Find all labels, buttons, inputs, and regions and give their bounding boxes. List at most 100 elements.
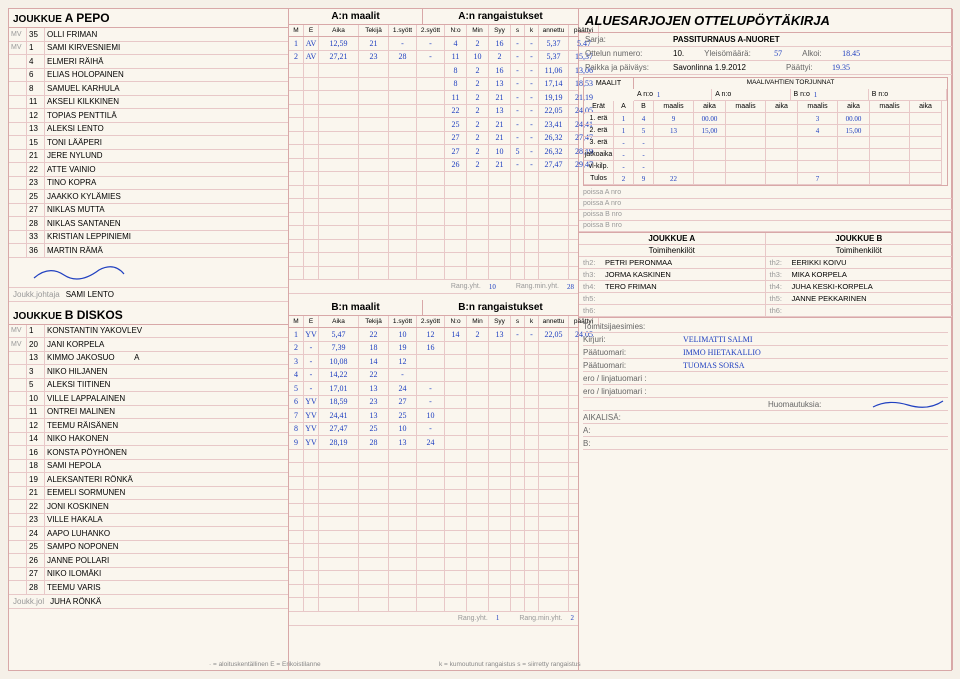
team-a-header: JOUKKUE A PEPO — [9, 9, 288, 28]
roster-b: MV1KONSTANTIN YAKOVLEVMV20JANI KORPELA13… — [9, 325, 288, 595]
scores-row: vl-kilp.-- — [584, 161, 947, 173]
coach-a-name: SAMI LENTO — [66, 290, 114, 299]
roster-row: MV1SAMI KIRVESNIEMI — [9, 42, 288, 56]
toimih-row: th4:JUHA KESKI-KORPELA — [766, 281, 953, 293]
official-row: Kirjuri:VELIMATTI SALMI — [583, 333, 948, 346]
goals-row: 3-10,081412 — [289, 355, 578, 369]
goals-subheader-b: MEAikaTekijä1.syött2.syöttN:oMinSyyskann… — [289, 316, 578, 328]
aikalisa-b-label: B: — [583, 439, 683, 448]
goals-row — [289, 186, 578, 200]
yleiso-label: Yleisömäärä: — [704, 49, 774, 58]
toimihenkilot: JOUKKUE A Toimihenkilöt th2:PETRI PERONM… — [579, 232, 952, 317]
aikalisa-label: AIKALISÄ: — [583, 413, 683, 422]
rang-min-a: 28 — [567, 283, 574, 291]
roster-row: MV20JANI KORPELA — [9, 338, 288, 352]
footnote-2: k = kumoutunut rangaistus s = siirretty … — [439, 661, 581, 668]
officials-rows: Kirjuri:VELIMATTI SALMIPäätuomari:IMMO H… — [583, 333, 948, 398]
roster-row: 27NIKO ILOMÄKI — [9, 568, 288, 582]
goals-row — [289, 558, 578, 572]
summary-b: Rang.yht. 1 Rang.min.yht. 2 — [289, 612, 578, 626]
goals-row: 22213--22,0524,05 — [289, 105, 578, 119]
roster-row: 5ALEKSI TIITINEN — [9, 379, 288, 393]
goals-row — [289, 598, 578, 612]
goals-row: 2-7,39181916 — [289, 342, 578, 356]
toimih-b-rows: th2:EERIKKI KOIVUth3:MIKA KORPELAth4:JUH… — [766, 257, 953, 317]
toimih-row: th6: — [579, 305, 765, 317]
toimits-row: Toimitsijaesimies: — [583, 320, 948, 333]
toimih-row: th2:PETRI PERONMAA — [579, 257, 765, 269]
roster-row: 28NIKLAS SANTANEN — [9, 217, 288, 231]
goals-row: 4-14,2222- — [289, 369, 578, 383]
penalties-a-title: A:n rangaistukset — [423, 9, 578, 25]
goals-row — [289, 585, 578, 599]
paattyi-value: 19.35 — [832, 63, 850, 72]
roster-row: 6ELIAS HOLOPAINEN — [9, 69, 288, 83]
roster-row: 19ALEKSANTERI RÖNKÄ — [9, 473, 288, 487]
roster-row: 16KONSTA PÖYHÖNEN — [9, 446, 288, 460]
toimih-b-title: JOUKKUE B — [766, 233, 953, 245]
rang-yht-b-label: Rang.yht. — [458, 615, 488, 622]
goals-row: 272105-26,3228,19 — [289, 145, 578, 159]
goals-row: 1AV12,5921--4216--5,375,47 — [289, 37, 578, 51]
goals-row — [289, 267, 578, 281]
goals-row: 2AV27,212328-11102--5,3715,37 — [289, 51, 578, 65]
roster-row: 15TONI LÄÄPERI — [9, 136, 288, 150]
sarja-row: Sarja: PASSITURNAUS A-NUORET — [579, 33, 952, 47]
roster-row: MV1KONSTANTIN YAKOVLEV — [9, 325, 288, 339]
team-b-label: JOUKKUE — [13, 311, 62, 322]
main-title: ALUESARJOJEN OTTELUPÖYTÄKIRJA — [579, 9, 952, 33]
aikalisa-a: A: — [583, 424, 948, 437]
goals-row — [289, 463, 578, 477]
penalties-b-title: B:n rangaistukset — [423, 300, 578, 316]
roster-row: 25JAAKKO KYLÄMIES — [9, 190, 288, 204]
goals-a-title: A:n maalit — [289, 9, 423, 25]
goals-a-rows: 1AV12,5921--4216--5,375,472AV27,212328-1… — [289, 37, 578, 280]
toimits-label: Toimitsijaesimies: — [583, 322, 683, 331]
goals-row: 7YV24,41132510 — [289, 409, 578, 423]
alkoi-value: 18.45 — [842, 49, 860, 58]
goals-row: 11221--19,1921,19 — [289, 91, 578, 105]
goals-row — [289, 226, 578, 240]
huom-label: Huomautuksia: — [768, 400, 868, 409]
roster-row: 3NIKO HILJANEN — [9, 365, 288, 379]
team-b-name: B DISKOS — [65, 308, 123, 322]
goals-row — [289, 240, 578, 254]
goals-row: 5-17,011324- — [289, 382, 578, 396]
aikalisa-b: B: — [583, 437, 948, 450]
roster-row: 13KIMMO JAKOSUO A — [9, 352, 288, 366]
goals-row — [289, 199, 578, 213]
official-row: Päätuomari:TUOMAS SORSA — [583, 359, 948, 372]
toimih-a-sub: Toimihenkilöt — [579, 245, 765, 257]
goals-row: 8216--11,0613,06 — [289, 64, 578, 78]
rang-yht-b: 1 — [496, 614, 500, 622]
goals-row: 25221--23,4124,41 — [289, 118, 578, 132]
paikka-value: Savonlinna 1.9.2012 — [673, 63, 746, 72]
toimih-row: th3:MIKA KORPELA — [766, 269, 953, 281]
goals-row — [289, 517, 578, 531]
goals-row: 6YV18,592327- — [289, 396, 578, 410]
ottelun-label: Ottelun numero: — [585, 49, 673, 58]
summary-a: Rang.yht. 10 Rang.min.yht. 28 — [289, 280, 578, 294]
roster-row: 4ELMERI RÄIHÄ — [9, 55, 288, 69]
coach-b-label: Joukk.jol — [13, 597, 44, 606]
toimih-a-rows: th2:PETRI PERONMAAth3:JORMA KASKINENth4:… — [579, 257, 765, 317]
roster-row: 28TEEMU VARIS — [9, 581, 288, 595]
goals-b-rows: 1YV5,4722101214213--22,0524,052-7,391819… — [289, 328, 578, 612]
goals-row — [289, 504, 578, 518]
goals-row — [289, 544, 578, 558]
roster-row: 13ALEKSI LENTO — [9, 123, 288, 137]
official-row: ero / linjatuomari : — [583, 372, 948, 385]
roster-row: 22JONI KOSKINEN — [9, 500, 288, 514]
toimih-row: th5: — [579, 293, 765, 305]
scores-header: ErätABmaalisaikamaalisaikamaalisaikamaal… — [584, 101, 947, 113]
alkoi-label: Alkoi: — [802, 49, 842, 58]
signature-a — [9, 258, 288, 288]
poissa-rows: poissa A nropoissa A nropoissa B nropois… — [579, 188, 952, 232]
goals-row: 8YV27,472510- — [289, 423, 578, 437]
rang-min-a-label: Rang.min.yht. — [516, 283, 559, 290]
rang-min-b-label: Rang.min.yht. — [519, 615, 562, 622]
footnote-1: · = aloituskentällinen E = Erikoistilann… — [209, 661, 321, 668]
huom-row: Huomautuksia: — [583, 398, 948, 411]
yleiso-value: 57 — [774, 49, 782, 58]
scores-rows: 1. erä14900.00300.002. erä151315,00415,0… — [584, 113, 947, 185]
